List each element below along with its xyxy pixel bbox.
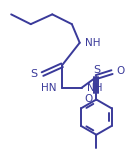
Text: NH: NH [85, 38, 100, 48]
Text: O: O [84, 94, 92, 104]
Text: S: S [31, 69, 38, 79]
Text: NH: NH [87, 83, 102, 93]
Text: O: O [116, 66, 124, 76]
Text: S: S [93, 65, 100, 75]
Text: HN: HN [41, 83, 56, 93]
